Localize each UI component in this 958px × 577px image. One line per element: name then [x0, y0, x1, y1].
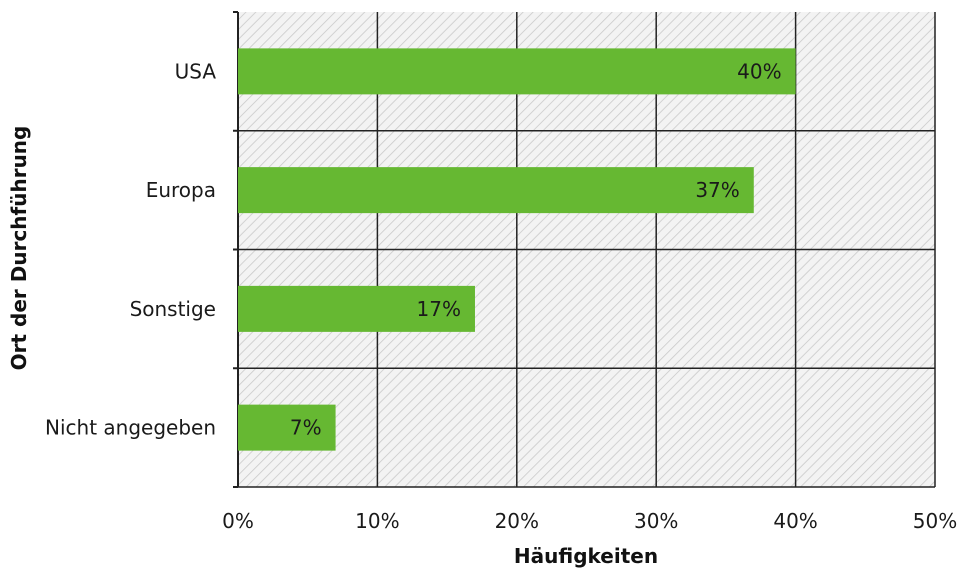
bar — [238, 285, 475, 332]
category-label: USA — [175, 59, 217, 83]
bar — [238, 167, 754, 214]
bar-value-label: 37% — [695, 178, 739, 202]
bar-value-label: 7% — [290, 416, 322, 440]
bars — [238, 48, 796, 451]
bar-value-label: 17% — [417, 297, 461, 321]
x-axis-title: Häufigkeiten — [514, 544, 658, 568]
x-tick-label: 40% — [773, 509, 817, 533]
category-label: Europa — [146, 178, 216, 202]
category-label: Sonstige — [130, 297, 216, 321]
x-tick-label: 0% — [222, 509, 254, 533]
bar — [238, 404, 336, 451]
category-label: Nicht angegeben — [45, 416, 216, 440]
bar — [238, 48, 796, 95]
labels: 0% 10% 20% 30% 40% 50% 40% USA 37% Europa 17% Sonst… — [45, 59, 957, 533]
y-axis-title: Ort der Durchführung — [7, 126, 31, 371]
x-tick-label: 10% — [355, 509, 399, 533]
x-tick-label: 20% — [495, 509, 539, 533]
x-tick-label: 50% — [913, 509, 957, 533]
x-tick-label: 30% — [634, 509, 678, 533]
bar-value-label: 40% — [737, 59, 781, 83]
